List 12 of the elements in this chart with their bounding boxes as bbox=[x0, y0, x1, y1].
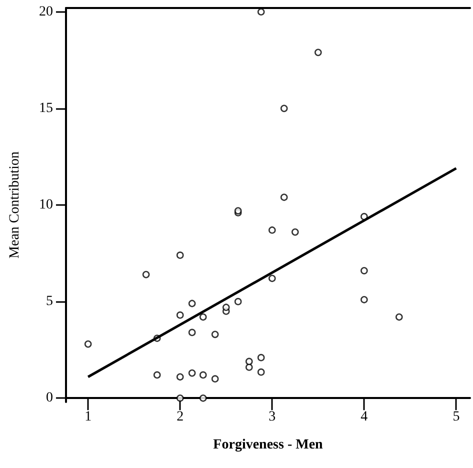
y-tick-label: 5 bbox=[46, 294, 53, 310]
x-tick-label: 5 bbox=[452, 410, 460, 424]
y-tick-label: 0 bbox=[46, 390, 53, 406]
y-tick-label: 20 bbox=[39, 4, 53, 20]
x-tick-label: 2 bbox=[176, 410, 184, 424]
y-tick-label: 15 bbox=[39, 100, 53, 116]
x-tick-label: 4 bbox=[360, 410, 368, 424]
x-tick-label: 3 bbox=[268, 410, 276, 424]
x-tick-label: 1 bbox=[84, 410, 92, 424]
y-axis-title: Mean Contribution bbox=[8, 152, 22, 258]
x-axis-title: Forgiveness - Men bbox=[213, 438, 324, 452]
y-tick-label: 10 bbox=[39, 198, 53, 212]
